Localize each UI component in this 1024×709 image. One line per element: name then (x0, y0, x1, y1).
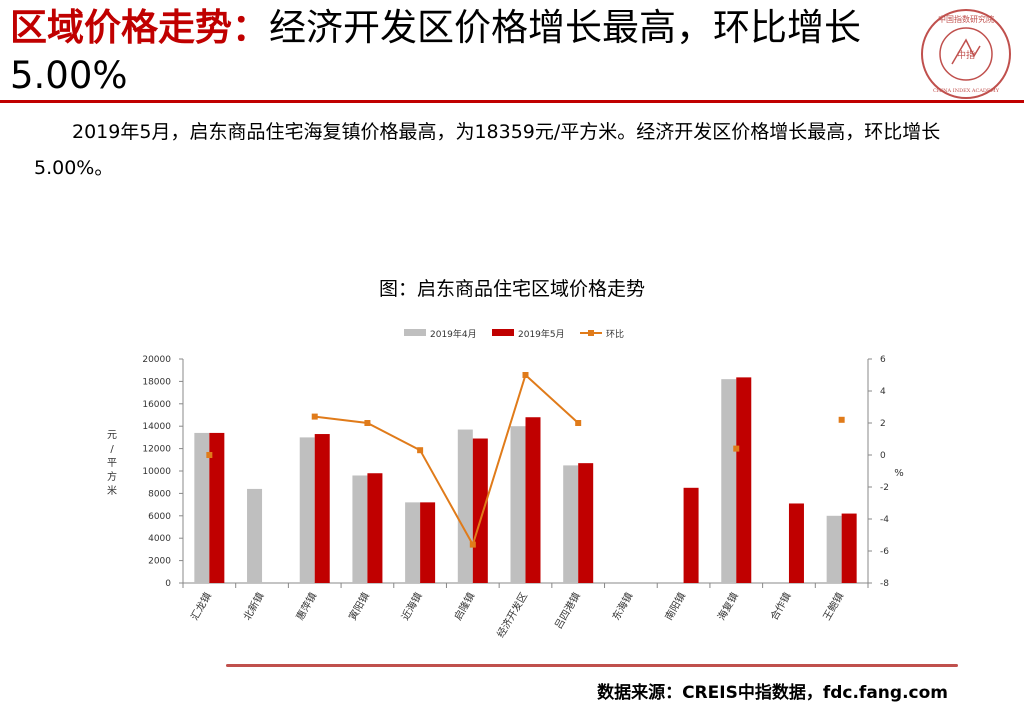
logo-text-center: 中指 (957, 49, 975, 61)
logo-text-top: 中国指数研究院 (938, 14, 994, 24)
y-right-tick-label: 2 (880, 419, 886, 429)
mom-point (522, 372, 529, 378)
bar-april (299, 437, 315, 583)
legend-swatch (404, 329, 426, 336)
bar-april (457, 429, 473, 583)
bar-april (405, 502, 421, 583)
x-tick-label: 惠萍镇 (293, 590, 319, 622)
chart-title: 图：启东商品住宅区域价格走势 (378, 278, 645, 300)
mom-point (575, 420, 582, 426)
bar-april (721, 379, 737, 583)
bar-may (367, 473, 383, 583)
summary-text: 2019年5月，启东商品住宅海复镇价格最高，为18359元/平方米。经济开发区价… (34, 121, 941, 179)
bar-may (736, 377, 752, 583)
y-left-tick-label: 0 (165, 579, 171, 589)
legend-label: 环比 (606, 328, 624, 340)
legend-swatch (492, 329, 514, 336)
y-left-tick-label: 10000 (142, 467, 171, 477)
legend-swatch-marker (588, 330, 594, 336)
y-right-tick-label: -8 (880, 579, 889, 589)
y-left-axis-label: 平 (107, 458, 117, 469)
y-left-tick-label: 20000 (142, 355, 171, 365)
bar-may (314, 434, 330, 583)
x-tick-label: 合作镇 (767, 590, 793, 622)
legend-label: 2019年4月 (430, 328, 477, 340)
bar-may (420, 502, 436, 583)
x-tick-label: 东海镇 (609, 590, 635, 622)
y-left-tick-label: 4000 (148, 534, 171, 544)
bar-may (209, 432, 225, 583)
y-left-tick-label: 14000 (142, 422, 171, 432)
x-tick-label: 寅阳镇 (346, 590, 372, 622)
data-source: 数据来源：CREIS中指数据，fdc.fang.com (597, 683, 948, 703)
bar-april (247, 488, 263, 583)
bar-may (472, 438, 488, 583)
x-tick-label: 经济开发区 (494, 590, 530, 640)
bar-may (841, 513, 857, 583)
mom-point (733, 445, 740, 452)
mom-point (838, 416, 845, 423)
mom-point (311, 413, 318, 420)
y-right-tick-label: 6 (880, 355, 886, 365)
y-left-tick-label: 12000 (142, 445, 171, 455)
y-left-axis-label: 方 (107, 470, 117, 483)
footer-divider (226, 664, 958, 667)
x-tick-label: 海复镇 (715, 590, 741, 622)
y-left-axis-label: / (110, 444, 114, 455)
mom-point (417, 447, 424, 454)
y-right-tick-label: -4 (880, 515, 889, 525)
x-tick-label: 北新镇 (240, 590, 266, 622)
y-right-tick-label: 4 (880, 387, 886, 397)
y-left-tick-label: 18000 (142, 377, 171, 387)
mom-point (364, 420, 371, 426)
bar-may (525, 417, 541, 583)
y-left-axis-label: 元 (107, 430, 117, 441)
y-left-tick-label: 16000 (142, 400, 171, 410)
bar-april (826, 515, 842, 583)
mom-point (469, 541, 476, 548)
bar-april (563, 465, 579, 583)
mom-line (314, 373, 579, 548)
bar-may (578, 463, 594, 583)
title-highlight: 区域价格走势： (10, 6, 269, 49)
bar-april (510, 426, 526, 583)
bar-may (788, 503, 804, 583)
y-right-tick-label: -2 (880, 483, 889, 493)
x-tick-label: 王鲍镇 (820, 590, 846, 622)
title-rest: 经济开发区价格增长最高，环比增长5.00% (10, 6, 861, 97)
y-left-axis-label: 米 (107, 484, 117, 497)
y-left-tick-label: 2000 (148, 557, 171, 567)
china-index-academy-logo: 中国指数研究院 中指 CHINA INDEX ACADEMY (921, 9, 1011, 99)
logo-text-bottom: CHINA INDEX ACADEMY (933, 88, 1000, 94)
bar-april (194, 432, 210, 583)
bar-april (352, 475, 368, 583)
x-tick-label: 近海镇 (398, 590, 424, 622)
x-tick-label: 汇龙镇 (188, 590, 214, 622)
page-title: 区域价格走势：经济开发区价格增长最高，环比增长5.00% (10, 4, 910, 100)
bar-may (683, 487, 699, 583)
title-divider (0, 100, 1024, 103)
y-left-tick-label: 8000 (148, 489, 171, 499)
x-tick-label: 吕四港镇 (552, 590, 583, 631)
y-right-axis-label: % (894, 468, 904, 479)
y-left-tick-label: 6000 (148, 512, 171, 522)
x-tick-label: 南阳镇 (662, 590, 688, 622)
x-tick-label: 启隆镇 (451, 590, 477, 622)
y-right-tick-label: -6 (880, 547, 889, 557)
y-right-tick-label: 0 (880, 451, 886, 461)
mom-point (206, 452, 213, 458)
legend-label: 2019年5月 (518, 328, 565, 340)
